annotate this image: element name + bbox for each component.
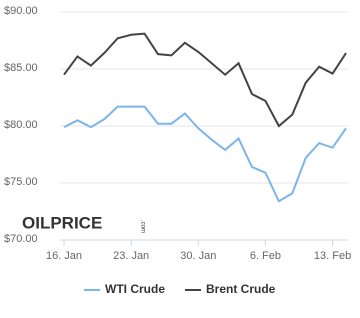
series-line: [63, 32, 347, 128]
y-tick-label: $70.00: [4, 233, 38, 245]
y-tick-label: $85.00: [4, 62, 38, 74]
x-tick-label: 16. Jan: [46, 250, 82, 262]
x-tick-label: 13. Feb: [314, 250, 351, 262]
x-tick-label: 23. Jan: [113, 250, 149, 262]
x-tick-label: 6. Feb: [250, 250, 281, 262]
legend-label: Brent Crude: [206, 282, 276, 296]
logo-suffix: .com: [139, 220, 145, 233]
logo: OILPRICE: [22, 213, 102, 232]
x-tick-label: 30. Jan: [180, 250, 216, 262]
legend-label: WTI Crude: [105, 282, 165, 296]
y-tick-label: $90.00: [4, 5, 38, 17]
y-tick-label: $80.00: [4, 119, 38, 131]
legend: WTI Crude Brent Crude: [84, 282, 276, 296]
series-line: [63, 105, 347, 203]
y-tick-label: $75.00: [4, 176, 38, 188]
